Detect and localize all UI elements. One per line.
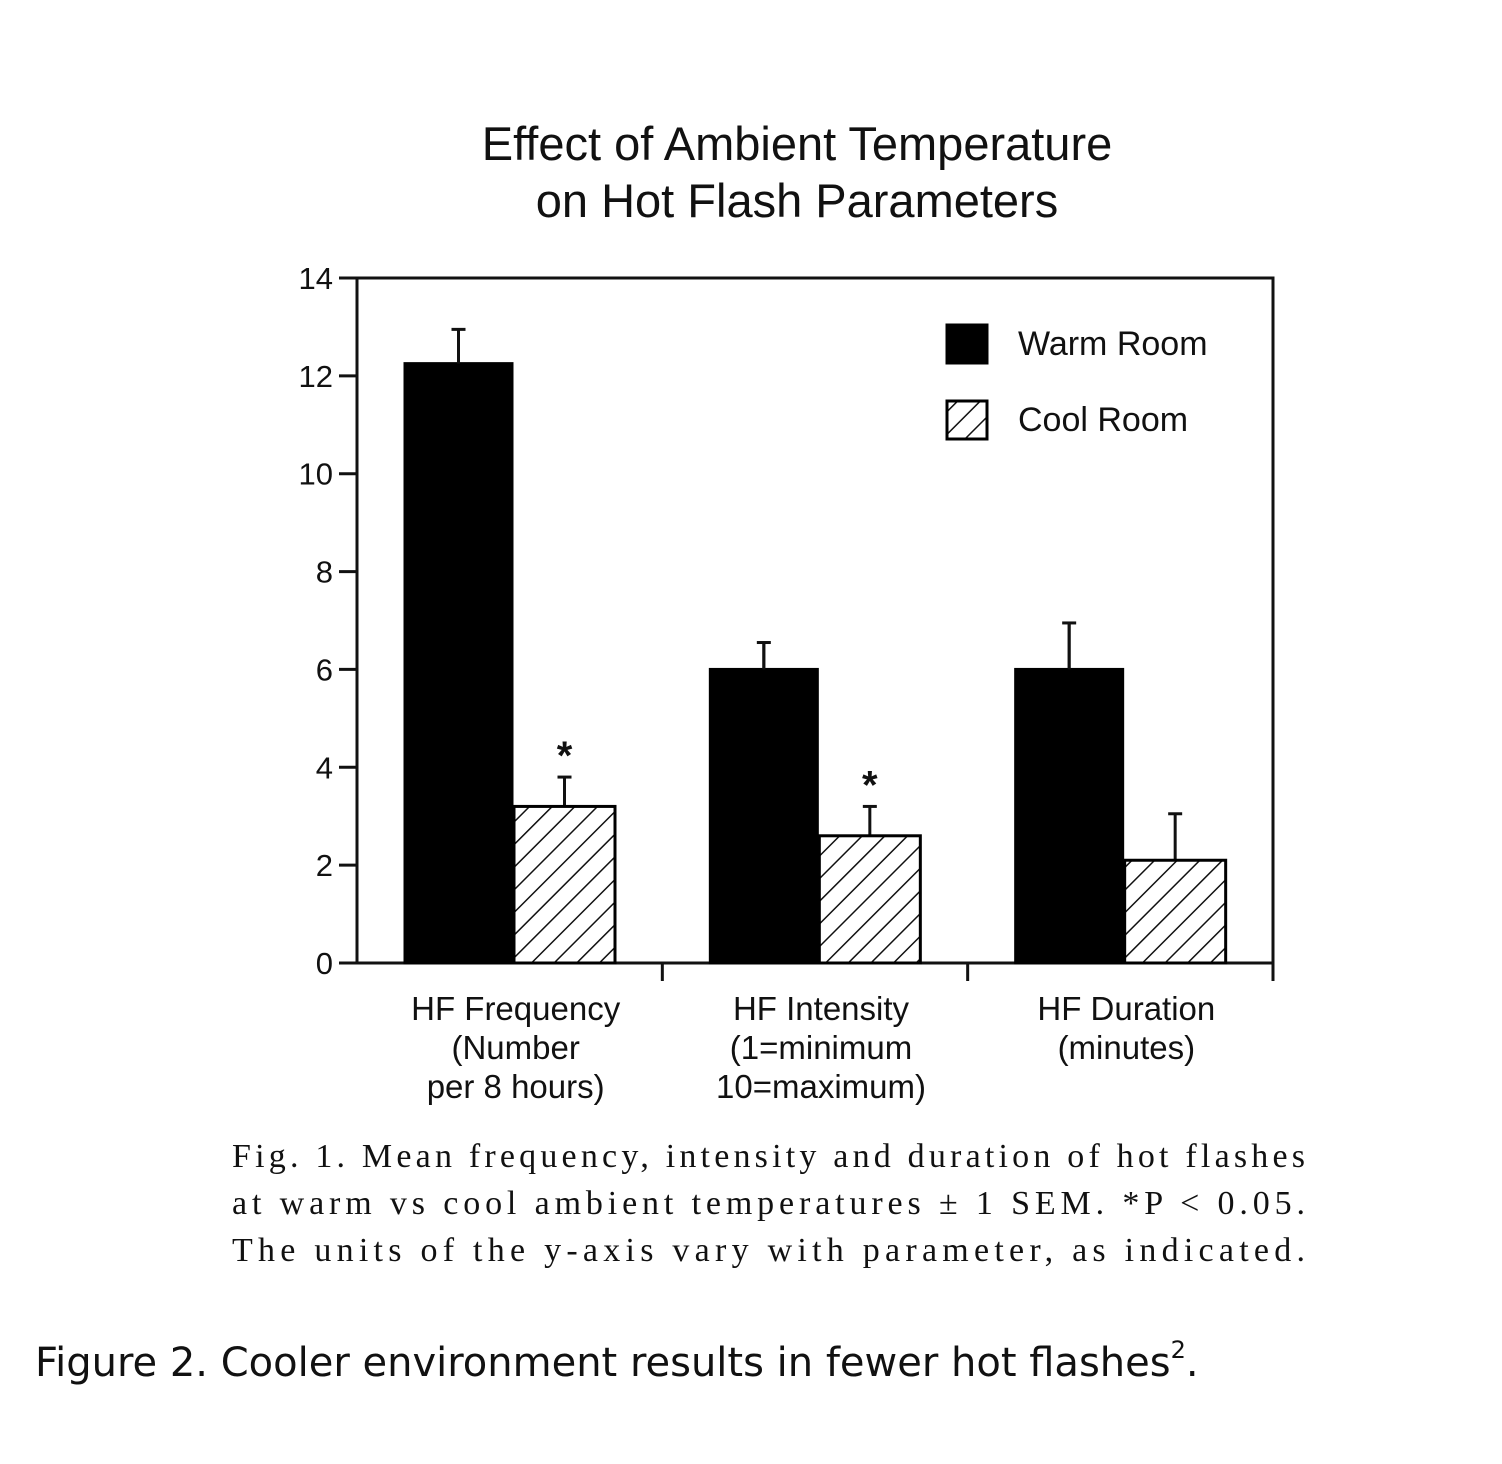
y-tick-label: 8 <box>316 555 333 590</box>
bar <box>819 836 920 963</box>
legend-label: Cool Room <box>1018 401 1188 439</box>
legend-swatch <box>947 401 987 439</box>
figure-caption-text: Figure 2. Cooler environment results in … <box>35 1340 1171 1386</box>
caption-line: at warm vs cool ambient temperatures ± 1… <box>232 1185 1305 1222</box>
y-tick-label: 0 <box>316 946 333 981</box>
chart-title: Effect of Ambient Temperature <box>482 117 1113 170</box>
x-tick-label: per 8 hours) <box>427 1068 605 1105</box>
x-tick-label: (1=minimum <box>730 1029 912 1066</box>
significance-marker: * <box>557 734 573 778</box>
caption-line: The units of the y-axis vary with parame… <box>232 1232 1305 1269</box>
y-tick-label: 6 <box>316 652 333 687</box>
bar <box>1016 669 1123 963</box>
x-tick-label: HF Intensity <box>733 990 910 1027</box>
figure-caption: Figure 2. Cooler environment results in … <box>35 1336 1199 1386</box>
caption-line: Fig. 1. Mean frequency, intensity and du… <box>232 1138 1305 1175</box>
bar <box>514 806 615 963</box>
y-tick-label: 2 <box>316 848 333 883</box>
y-tick-label: 10 <box>299 457 333 492</box>
legend-swatch <box>947 325 987 363</box>
x-tick-label: 10=maximum) <box>716 1068 926 1105</box>
significance-marker: * <box>862 763 878 807</box>
x-tick-label: HF Frequency <box>411 990 621 1027</box>
bar <box>1125 860 1226 963</box>
legend-label: Warm Room <box>1018 325 1208 363</box>
y-tick-label: 14 <box>299 261 333 296</box>
chart-title: on Hot Flash Parameters <box>536 174 1058 227</box>
y-tick-label: 12 <box>299 359 333 394</box>
x-tick-label: HF Duration <box>1037 990 1215 1027</box>
x-tick-label: (minutes) <box>1058 1029 1196 1066</box>
y-tick-label: 4 <box>316 750 333 785</box>
figure-caption-sup: 2 <box>1171 1336 1186 1364</box>
figure-caption-end: . <box>1186 1340 1199 1386</box>
bar <box>710 669 817 963</box>
bar <box>405 364 512 963</box>
x-tick-label: (Number <box>451 1029 579 1066</box>
